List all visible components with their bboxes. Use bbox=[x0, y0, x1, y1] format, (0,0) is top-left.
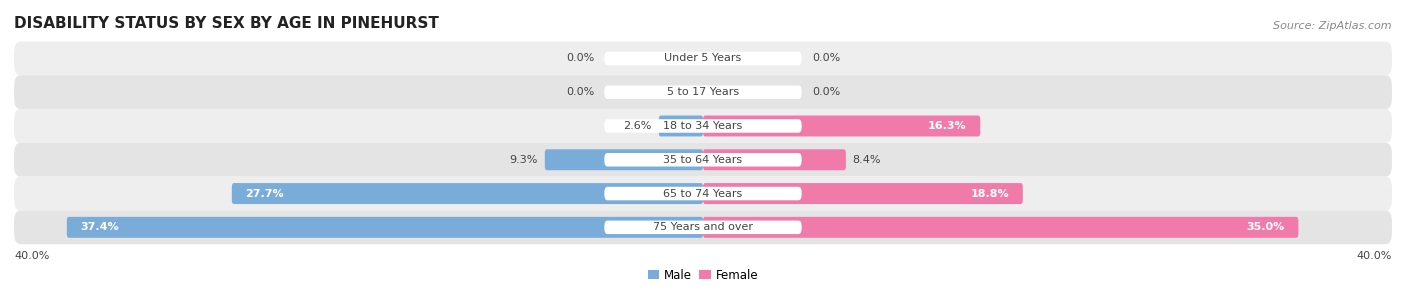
FancyBboxPatch shape bbox=[605, 119, 801, 133]
FancyBboxPatch shape bbox=[605, 187, 801, 200]
Text: 75 Years and over: 75 Years and over bbox=[652, 222, 754, 232]
Text: 0.0%: 0.0% bbox=[811, 54, 841, 64]
FancyBboxPatch shape bbox=[605, 85, 801, 99]
FancyBboxPatch shape bbox=[605, 153, 801, 167]
Text: 35.0%: 35.0% bbox=[1247, 222, 1285, 232]
Text: 27.7%: 27.7% bbox=[246, 188, 284, 199]
Text: 18.8%: 18.8% bbox=[970, 188, 1010, 199]
Text: 2.6%: 2.6% bbox=[624, 121, 652, 131]
Text: 40.0%: 40.0% bbox=[14, 251, 49, 261]
FancyBboxPatch shape bbox=[703, 217, 1298, 238]
Text: 35 to 64 Years: 35 to 64 Years bbox=[664, 155, 742, 165]
Text: 40.0%: 40.0% bbox=[1357, 251, 1392, 261]
FancyBboxPatch shape bbox=[659, 116, 703, 136]
Text: 0.0%: 0.0% bbox=[565, 87, 595, 97]
Text: Under 5 Years: Under 5 Years bbox=[665, 54, 741, 64]
Text: DISABILITY STATUS BY SEX BY AGE IN PINEHURST: DISABILITY STATUS BY SEX BY AGE IN PINEH… bbox=[14, 16, 439, 31]
FancyBboxPatch shape bbox=[14, 210, 1392, 244]
Text: 8.4%: 8.4% bbox=[852, 155, 882, 165]
FancyBboxPatch shape bbox=[14, 42, 1392, 75]
Text: 9.3%: 9.3% bbox=[509, 155, 538, 165]
Text: 0.0%: 0.0% bbox=[811, 87, 841, 97]
FancyBboxPatch shape bbox=[703, 116, 980, 136]
FancyBboxPatch shape bbox=[703, 149, 846, 170]
Text: 65 to 74 Years: 65 to 74 Years bbox=[664, 188, 742, 199]
FancyBboxPatch shape bbox=[14, 75, 1392, 109]
FancyBboxPatch shape bbox=[67, 217, 703, 238]
Text: Source: ZipAtlas.com: Source: ZipAtlas.com bbox=[1274, 21, 1392, 31]
FancyBboxPatch shape bbox=[14, 177, 1392, 210]
Text: 16.3%: 16.3% bbox=[928, 121, 967, 131]
FancyBboxPatch shape bbox=[232, 183, 703, 204]
FancyBboxPatch shape bbox=[605, 221, 801, 234]
FancyBboxPatch shape bbox=[14, 143, 1392, 177]
Text: 5 to 17 Years: 5 to 17 Years bbox=[666, 87, 740, 97]
FancyBboxPatch shape bbox=[605, 52, 801, 65]
FancyBboxPatch shape bbox=[14, 109, 1392, 143]
FancyBboxPatch shape bbox=[703, 183, 1022, 204]
Text: 0.0%: 0.0% bbox=[565, 54, 595, 64]
Legend: Male, Female: Male, Female bbox=[648, 269, 758, 282]
FancyBboxPatch shape bbox=[544, 149, 703, 170]
Text: 18 to 34 Years: 18 to 34 Years bbox=[664, 121, 742, 131]
Text: 37.4%: 37.4% bbox=[80, 222, 120, 232]
